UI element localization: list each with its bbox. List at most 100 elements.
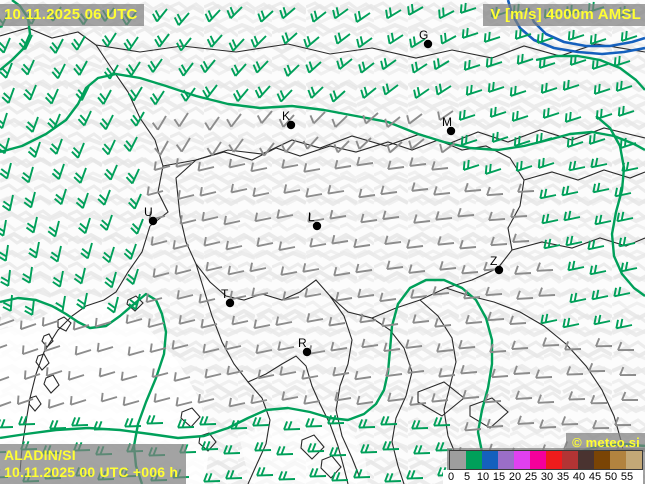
city-marker-maribor[interactable]: M — [442, 115, 456, 136]
barb-shaft — [128, 136, 138, 152]
barb-flag — [411, 182, 416, 192]
barb-flag — [173, 372, 177, 382]
barb-flag — [207, 472, 213, 482]
barb-flag — [567, 79, 570, 89]
barb-shaft — [384, 84, 399, 96]
barb-shaft — [146, 297, 163, 304]
wind-barb — [483, 31, 501, 43]
color-scale-legend[interactable]: 0 5 10 15 20 25 30 35 40 45 50 55 — [443, 448, 645, 484]
wind-barb — [16, 395, 34, 406]
wind-barb — [564, 341, 582, 351]
barb-flag — [178, 315, 182, 325]
barb-flag — [278, 471, 284, 480]
wind-barb — [225, 469, 243, 480]
barb-flag — [383, 342, 388, 352]
city-marker-udine[interactable]: U — [144, 205, 158, 226]
wind-barb — [511, 340, 529, 350]
wind-barb — [206, 141, 222, 156]
wind-barb — [433, 186, 451, 196]
barb-flag — [486, 186, 491, 196]
barb-flag — [78, 226, 86, 235]
barb-flag — [197, 393, 201, 403]
wind-barb — [99, 214, 113, 231]
barb-flag — [600, 108, 603, 118]
barb-shaft — [566, 373, 584, 376]
city-marker-graz[interactable]: G — [419, 28, 433, 49]
barb-shaft — [335, 165, 352, 170]
barb-flag — [149, 96, 157, 106]
barb-shaft — [147, 190, 164, 197]
wind-barb — [360, 213, 378, 224]
barb-shaft — [329, 322, 346, 327]
barb-flag — [29, 146, 38, 154]
barb-shaft — [56, 245, 62, 262]
barb-shaft — [282, 396, 299, 401]
barb-shaft — [333, 372, 350, 377]
barb-flag — [201, 211, 205, 221]
wind-barb — [303, 395, 321, 405]
wind-barb — [489, 343, 507, 354]
wind-barb — [356, 36, 373, 49]
wind-barb — [514, 265, 532, 275]
city-marker-zagreb[interactable]: Z — [490, 254, 504, 275]
wind-barb — [331, 471, 349, 482]
city-marker-klagenfurt[interactable]: K — [282, 109, 296, 130]
barb-shaft — [485, 293, 503, 297]
barb-shaft — [22, 348, 39, 356]
city-marker-ljubljana[interactable]: L — [308, 210, 322, 231]
barb-flag — [537, 394, 542, 404]
city-dot — [494, 265, 504, 275]
barb-shaft — [568, 398, 586, 401]
wind-barb — [331, 115, 348, 128]
barb-flag — [357, 10, 362, 20]
barb-flag — [561, 186, 565, 196]
city-marker-trieste[interactable]: T — [221, 287, 235, 308]
barb-flag — [463, 109, 466, 119]
barb-flag — [496, 131, 499, 141]
barb-shaft — [177, 426, 195, 429]
barb-flag — [28, 252, 37, 259]
barb-flag — [22, 171, 31, 179]
barb-flag — [0, 121, 3, 129]
wind-barb — [411, 61, 428, 74]
barb-shaft — [252, 292, 269, 298]
wind-barb — [223, 444, 241, 455]
barb-shaft — [28, 266, 33, 283]
barb-shaft — [466, 89, 483, 96]
wind-barb — [485, 56, 503, 68]
barb-flag — [410, 289, 415, 299]
barb-shaft — [175, 269, 192, 275]
barb-flag — [354, 370, 359, 380]
wind-barb — [436, 343, 454, 353]
barb-flag — [100, 392, 104, 402]
wind-barb — [280, 266, 298, 276]
barb-shaft — [332, 90, 346, 103]
legend-swatch-40 — [578, 451, 594, 469]
wind-barb — [589, 33, 607, 45]
barb-flag — [515, 162, 519, 172]
wind-barb — [76, 292, 88, 310]
wind-barb — [412, 314, 430, 324]
wind-barb — [204, 9, 221, 23]
wind-barb — [178, 62, 194, 77]
barb-shaft — [567, 141, 584, 148]
barb-flag — [598, 83, 601, 93]
barb-shaft — [0, 376, 10, 384]
barb-flag — [255, 61, 261, 70]
wind-barb — [23, 84, 37, 101]
barb-flag — [460, 136, 464, 146]
barb-flag — [250, 162, 254, 172]
city-marker-rijeka[interactable]: R — [298, 336, 312, 357]
barb-shaft — [593, 188, 610, 194]
barb-shaft — [3, 137, 10, 154]
wind-barb — [96, 342, 114, 353]
barb-shaft — [410, 138, 425, 150]
barb-flag — [18, 416, 24, 425]
wind-barb — [383, 342, 401, 353]
barb-flag — [535, 134, 539, 144]
wind-barb — [566, 136, 584, 148]
barb-shaft — [253, 192, 270, 198]
barb-flag — [360, 89, 365, 99]
wind-barb — [590, 394, 608, 405]
